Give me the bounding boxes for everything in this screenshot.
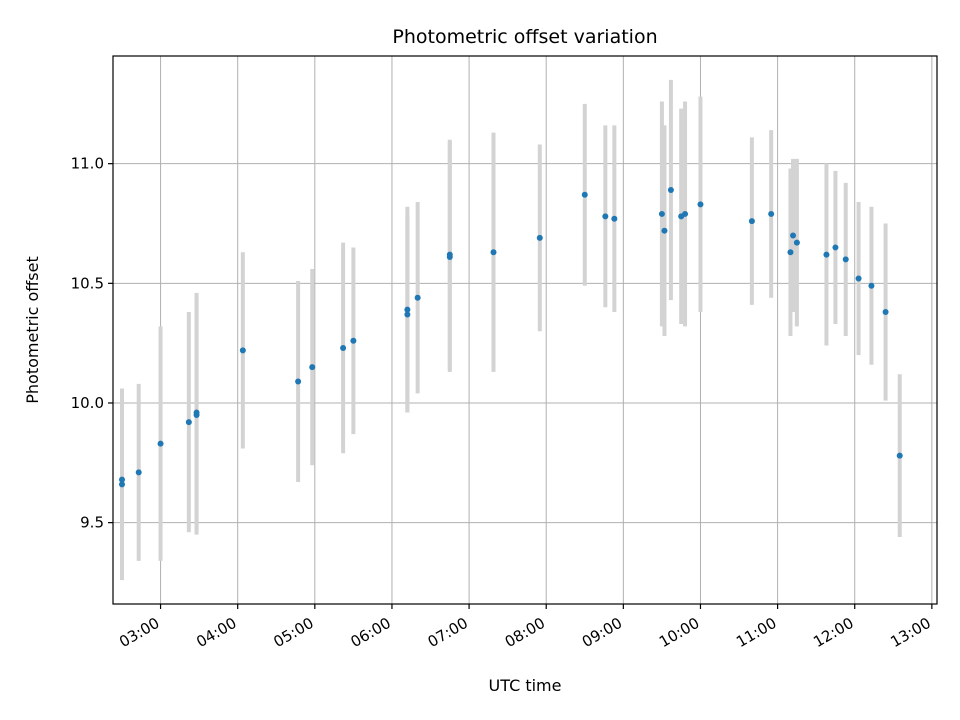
y-tick-label: 11.0 — [71, 155, 104, 173]
data-point — [118, 481, 125, 488]
data-point — [193, 409, 200, 416]
y-tick-label: 10.0 — [71, 394, 104, 412]
data-point — [350, 337, 357, 344]
data-point — [581, 191, 588, 198]
y-tick-label: 9.5 — [80, 514, 104, 532]
data-point — [661, 227, 668, 234]
data-point — [793, 239, 800, 246]
data-points — [118, 187, 903, 488]
data-point — [446, 251, 453, 258]
data-point — [295, 378, 302, 385]
data-point — [611, 215, 618, 222]
data-point — [896, 452, 903, 459]
data-point — [414, 294, 421, 301]
data-point — [832, 244, 839, 251]
data-point — [157, 440, 164, 447]
chart-title: Photometric offset variation — [392, 26, 657, 48]
y-tick-label: 10.5 — [71, 274, 104, 292]
data-point — [697, 201, 704, 208]
data-point — [185, 419, 192, 426]
data-point — [882, 309, 889, 316]
data-point — [239, 347, 246, 354]
data-point — [667, 187, 674, 194]
data-point — [658, 210, 665, 217]
x-axis-label: UTC time — [489, 676, 562, 695]
data-point — [748, 218, 755, 225]
data-point — [682, 210, 689, 217]
data-point — [787, 249, 794, 256]
data-point — [135, 469, 142, 476]
data-point — [842, 256, 849, 263]
data-point — [855, 275, 862, 282]
data-point — [790, 232, 797, 239]
data-point — [118, 476, 125, 483]
data-point — [536, 234, 543, 241]
y-axis-ticks: 9.5 10.0 10.5 11.0 — [71, 155, 113, 532]
data-point — [602, 213, 609, 220]
data-point — [340, 344, 347, 351]
data-point — [309, 364, 316, 371]
data-point — [868, 282, 875, 289]
data-point — [490, 249, 497, 256]
data-point — [404, 306, 411, 313]
data-point — [404, 311, 411, 318]
data-point — [823, 251, 830, 258]
y-axis-label: Photometric offset — [23, 256, 42, 404]
data-point — [768, 210, 775, 217]
plot-frame — [112, 55, 938, 605]
plot-area — [113, 56, 937, 604]
